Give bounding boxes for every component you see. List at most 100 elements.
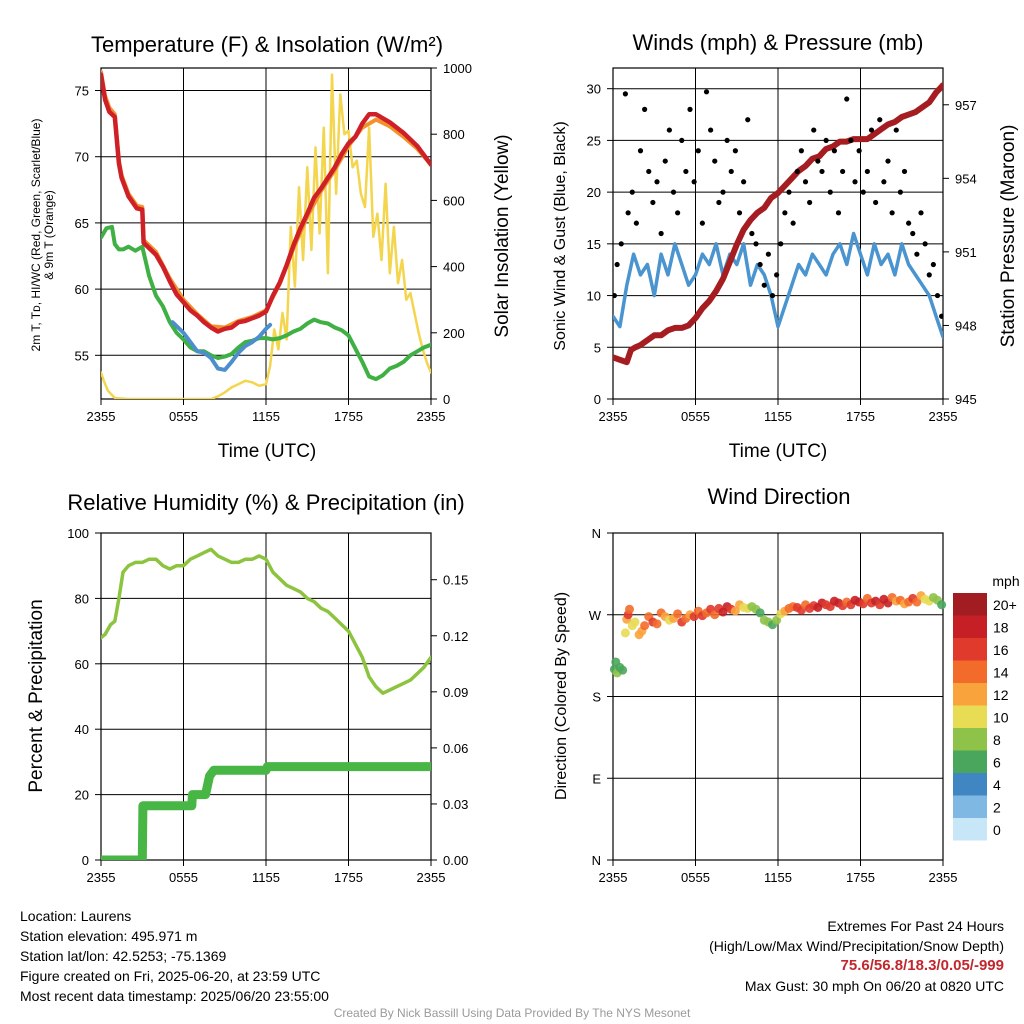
legend-label: 8 <box>993 732 1001 748</box>
rh-y2tick-label: 0.03 <box>443 797 468 812</box>
temp-ylabel-left: 2m T, Tᴅ, HI/WC (Red, Green, Scarlet/Blu… <box>29 119 56 352</box>
wdir-ytick-label: N <box>592 526 601 541</box>
temp-y2tick-label: 200 <box>443 326 465 341</box>
gust-point <box>774 272 780 278</box>
temp-ytick-label: 65 <box>75 216 89 231</box>
legend-swatch <box>953 818 987 841</box>
gust-point <box>716 199 722 206</box>
wdir-ytick-label: W <box>589 608 602 623</box>
legend-swatch <box>953 705 987 728</box>
gust-point <box>934 292 941 299</box>
station-location: Location: Laurens <box>20 908 132 924</box>
gust-point <box>807 199 813 206</box>
gust-point <box>625 210 631 216</box>
legend-title: mph <box>992 573 1019 589</box>
max-gust: Max Gust: 30 mph On 06/20 at 0820 UTC <box>744 978 1004 994</box>
wdir-point <box>937 600 947 610</box>
gust-point <box>654 179 660 185</box>
rh-ytick-label: 0 <box>82 853 89 868</box>
winds-xtick-label: 0555 <box>681 409 710 424</box>
gust-point <box>633 220 639 226</box>
wdir-xtick-label: 1155 <box>764 870 792 885</box>
legend-swatch <box>953 683 987 706</box>
wdir-ylabel-left: Direction (Colored By Speed) <box>553 592 570 800</box>
gust-point <box>736 210 743 216</box>
wdir-point <box>652 619 662 629</box>
rh-xtick-label: 2355 <box>417 870 446 885</box>
gust-point <box>897 189 903 195</box>
gust-point <box>745 117 751 123</box>
legend-label: 12 <box>993 687 1009 703</box>
relative-humidity-line <box>101 547 431 695</box>
wdir-point <box>772 615 782 625</box>
gust-point <box>811 127 817 133</box>
legend-label: 16 <box>993 642 1009 658</box>
extremes-values: 75.6/56.8/18.3/0.05/-999 <box>840 957 1004 974</box>
rh-xtick-label: 1755 <box>334 870 363 885</box>
gust-point <box>765 251 771 257</box>
wdir-ytick-label: N <box>592 853 601 868</box>
legend-swatch <box>953 728 987 751</box>
gust-point <box>939 313 943 319</box>
gust-point <box>666 127 672 133</box>
gust-point <box>885 158 891 164</box>
rh-y2tick-label: 0.00 <box>443 853 468 868</box>
gust-point <box>622 91 628 97</box>
wdir-point <box>625 604 634 614</box>
wdir-point <box>620 628 630 638</box>
winds-pressure-chart: 2355 0555 1155 1755 2355 0 5 10 15 20 25 30 945 948 95… <box>587 67 977 424</box>
gust-point <box>683 168 689 175</box>
gust-point <box>618 241 624 247</box>
legend-label: 20+ <box>993 597 1017 613</box>
gust-point <box>930 261 936 268</box>
rh-xtick-label: 0555 <box>169 870 198 885</box>
rh-ytick-label: 80 <box>75 591 89 606</box>
winds-ytick-label: 10 <box>587 289 601 304</box>
rh-y2tick-label: 0.06 <box>443 741 468 756</box>
gust-point <box>757 261 763 268</box>
gust-point <box>679 137 685 144</box>
gust-point <box>658 230 664 237</box>
temp-ytick-label: 75 <box>75 84 89 99</box>
legend-swatch <box>953 660 987 683</box>
gust-point <box>741 179 747 185</box>
winds-ytick-label: 5 <box>594 340 601 355</box>
temp-series <box>101 70 431 399</box>
wind-direction-chart: 2355 0555 1155 1755 2355 N E S W N <box>589 526 958 885</box>
temp-xtick-label: 0555 <box>169 409 198 424</box>
legend-label: 2 <box>993 800 1001 816</box>
temp-y2tick-label: 1000 <box>443 61 472 76</box>
gust-point <box>873 199 879 206</box>
temperature-insolation-chart: 2355 0555 1155 1755 2355 55 60 65 70 75 0 200 400 600… <box>75 61 472 424</box>
gust-point <box>708 127 714 133</box>
gust-point <box>728 168 734 175</box>
extremes-info: Extremes For Past 24 Hours (High/Low/Max… <box>709 916 1004 996</box>
rh-y2tick-label: 0.12 <box>443 629 468 644</box>
winds-ytick-label: 30 <box>587 82 601 97</box>
gust-point <box>844 96 850 102</box>
legend-swatch <box>953 750 987 773</box>
legend-label: 0 <box>993 822 1001 838</box>
temp-ytick-label: 55 <box>75 348 89 363</box>
gust-point <box>687 106 693 112</box>
gust-point <box>769 292 776 299</box>
gust-point <box>877 117 883 123</box>
winds-y2tick-label: 954 <box>955 171 977 186</box>
gust-point <box>926 272 932 278</box>
extremes-title: Extremes For Past 24 Hours <box>827 918 1004 934</box>
temp-xtick-label: 1755 <box>334 409 363 424</box>
wdir-title: Wind Direction <box>707 484 850 509</box>
rh-ytick-label: 20 <box>75 788 89 803</box>
gust-point <box>852 179 858 185</box>
wdir-plot-frame <box>612 532 944 861</box>
gust-point <box>720 189 726 195</box>
winds-ytick-label: 25 <box>587 133 601 148</box>
2m-t-line <box>101 72 431 334</box>
legend-swatch <box>953 615 987 638</box>
wdir-xtick-label: 1755 <box>846 870 875 885</box>
winds-ylabel-left: Sonic Wind & Gust (Blue, Black) <box>552 121 569 350</box>
temp-ytick-label: 70 <box>75 150 89 165</box>
gust-point <box>778 241 784 247</box>
temp-y2tick-label: 600 <box>443 193 465 208</box>
rh-series <box>101 547 431 860</box>
